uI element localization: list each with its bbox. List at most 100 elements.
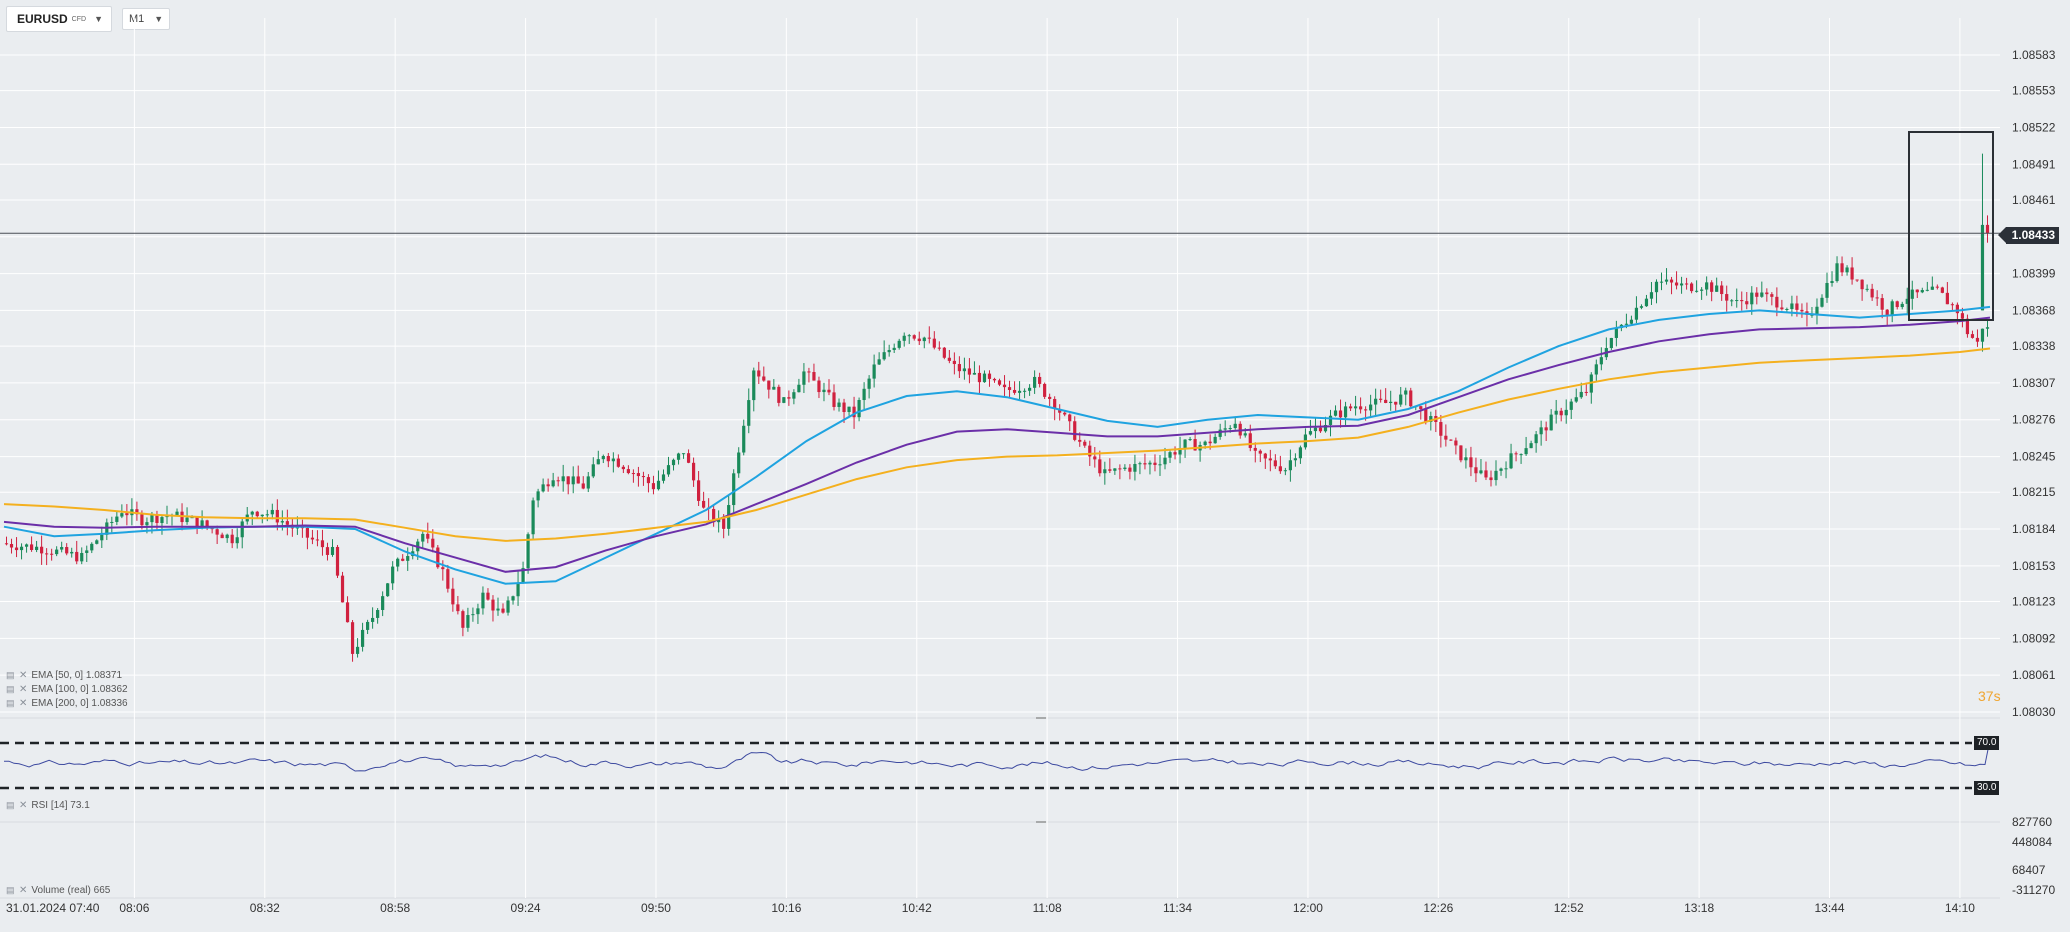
candle-body [350, 622, 355, 654]
candle-body [280, 521, 284, 523]
candle-body [802, 371, 806, 385]
candle-body [661, 474, 666, 481]
candle-body [1078, 439, 1082, 442]
candle-body [1228, 428, 1232, 430]
candle-body [1825, 282, 1829, 298]
candle-body [827, 389, 831, 393]
candle-body [1905, 298, 1909, 304]
candle-body [75, 551, 79, 562]
ema50-line [3, 305, 1991, 585]
candle-body [962, 368, 967, 372]
list-icon[interactable]: ▤ [6, 885, 15, 895]
candle-body [371, 617, 375, 622]
candle-body [1659, 281, 1664, 283]
close-icon[interactable]: ✕ [19, 670, 28, 681]
candle-body [1940, 287, 1944, 293]
candle-body [155, 515, 159, 524]
candle-body [1915, 289, 1919, 293]
candle-body [1980, 328, 1985, 342]
candle-body [1815, 306, 1819, 315]
symbol-selector[interactable]: EURUSD CFD ▼ [6, 6, 112, 32]
close-icon[interactable]: ✕ [19, 698, 28, 709]
candle-body [722, 518, 726, 529]
candle-body [190, 517, 194, 519]
candle-body [140, 514, 144, 526]
candle-body [1313, 427, 1318, 432]
candle-body [1539, 427, 1543, 435]
list-icon[interactable]: ▤ [6, 670, 15, 680]
price-tick-label: 1.08061 [2012, 668, 2056, 682]
close-icon[interactable]: ✕ [19, 684, 28, 695]
candle-body [340, 575, 345, 603]
candle-body [1624, 323, 1629, 325]
candle-body [927, 337, 931, 339]
candle-body [1454, 440, 1458, 446]
price-tick-label: 1.08030 [2012, 705, 2056, 719]
candle-body [1489, 477, 1493, 481]
candle-body [396, 558, 400, 567]
candle-body [792, 392, 796, 399]
candle-body [506, 600, 510, 613]
candle-body [1679, 283, 1684, 286]
time-tick-label: 08:32 [250, 901, 280, 915]
close-icon[interactable]: ✕ [19, 885, 28, 896]
candle-body [857, 400, 861, 418]
candle-body [200, 520, 204, 528]
candle-body [1027, 387, 1032, 391]
candle-body [1088, 445, 1092, 457]
timeframe-label: M1 [128, 13, 145, 25]
close-icon[interactable]: ✕ [19, 800, 28, 811]
candle-body [1840, 263, 1844, 273]
candle-body [135, 509, 139, 515]
candle-body [992, 378, 997, 381]
candle-body [320, 540, 325, 548]
candle-body [471, 614, 475, 616]
candle-body [566, 476, 570, 485]
candle-body [842, 402, 846, 413]
candle-body [1409, 390, 1413, 407]
candle-body [1203, 441, 1207, 446]
price-tick-label: 1.08307 [2012, 376, 2056, 390]
candle-body [807, 371, 811, 373]
candle-body [1188, 439, 1192, 441]
candle-body [982, 373, 987, 383]
candle-body [34, 546, 39, 551]
time-tick-label: 11:34 [1163, 901, 1192, 915]
candle-body [1338, 410, 1343, 418]
list-icon[interactable]: ▤ [6, 800, 15, 810]
candle-body [1985, 224, 1990, 234]
list-icon[interactable]: ▤ [6, 684, 15, 694]
candle-body [9, 544, 14, 548]
candle-body [1950, 304, 1954, 306]
candle-body [456, 604, 460, 612]
candle-body [1063, 412, 1067, 415]
rsi-lower-tag: 30.0 [1974, 781, 2000, 795]
candle-body [90, 543, 94, 551]
candle-body [1083, 441, 1087, 446]
candle-body [1033, 376, 1037, 388]
candle-body [571, 476, 575, 485]
candle-body [1268, 458, 1272, 461]
candle-body [691, 462, 696, 481]
time-tick-label: 13:18 [1684, 901, 1714, 915]
candle-body [586, 476, 590, 489]
candle-body [1850, 267, 1854, 280]
candle-body [1985, 327, 1990, 329]
candle-body [1053, 398, 1057, 410]
candle-body [1168, 452, 1172, 458]
list-icon[interactable]: ▤ [6, 698, 15, 708]
candle-body [55, 549, 59, 555]
candle-body [1760, 292, 1764, 297]
instrument-type-label: CFD [71, 15, 87, 23]
current-price-tag: 1.08433 [1997, 227, 2059, 244]
candle-body [1183, 439, 1187, 449]
candle-body [712, 508, 716, 523]
candle-body [80, 552, 84, 562]
candle-body [1469, 457, 1473, 468]
candle-body [972, 372, 977, 375]
candle-body [1058, 409, 1062, 413]
candle-body [872, 364, 876, 379]
candle-body [1755, 292, 1759, 297]
candle-body [150, 515, 154, 523]
